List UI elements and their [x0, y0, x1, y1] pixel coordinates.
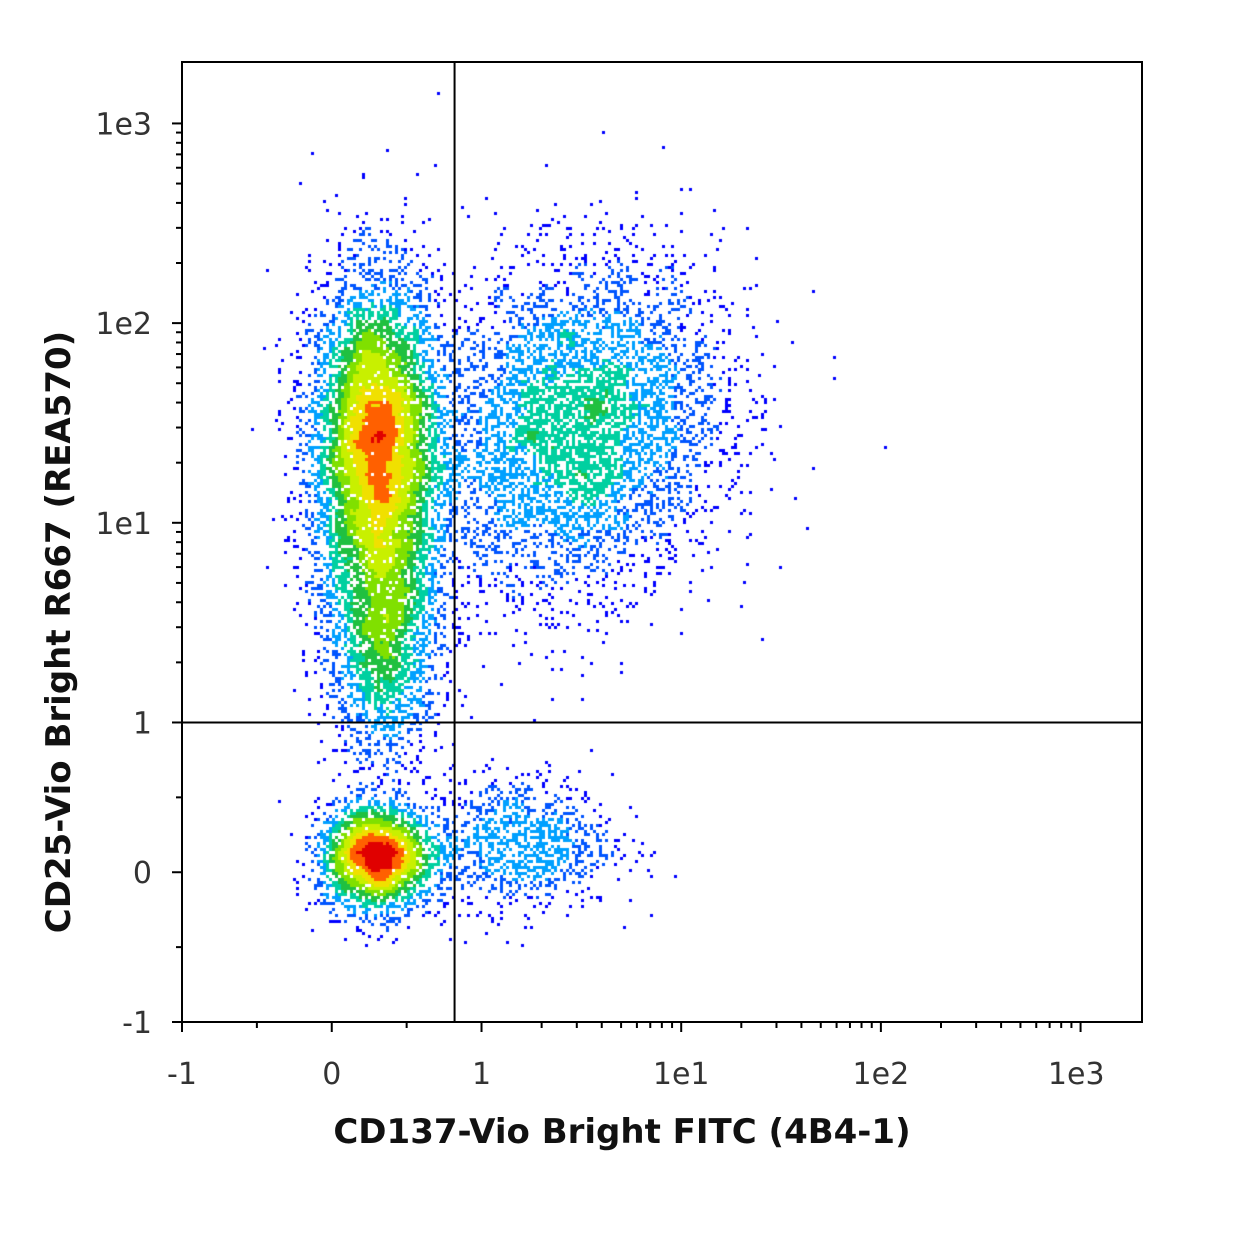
- y-tick-label: 1e1: [95, 507, 152, 542]
- y-axis-title: CD25-Vio Bright R667 (REA570): [39, 331, 79, 933]
- plot-area: [182, 62, 1142, 1022]
- plot-frame: [181, 61, 1143, 1023]
- x-tick-label: 1: [472, 1057, 491, 1092]
- y-tick-label: 0: [133, 856, 152, 891]
- x-tick-label: 0: [322, 1057, 341, 1092]
- x-tick-label: 1e3: [1048, 1057, 1105, 1092]
- y-axis: -1 0 1 1e1 1e2 1e3: [95, 107, 182, 1041]
- density-points: [182, 62, 1142, 1022]
- x-axis: -1 0 1 1e1 1e2 1e3: [167, 1022, 1105, 1092]
- y-tick-label: 1e3: [95, 107, 152, 142]
- x-tick-label: -1: [167, 1057, 197, 1092]
- y-tick-label: -1: [122, 1006, 152, 1041]
- x-tick-label: 1e1: [653, 1057, 710, 1092]
- x-tick-label: 1e2: [853, 1057, 910, 1092]
- x-axis-title: CD137-Vio Bright FITC (4B4-1): [333, 1112, 910, 1152]
- y-tick-label: 1e2: [95, 307, 152, 342]
- y-tick-label: 1: [133, 706, 152, 741]
